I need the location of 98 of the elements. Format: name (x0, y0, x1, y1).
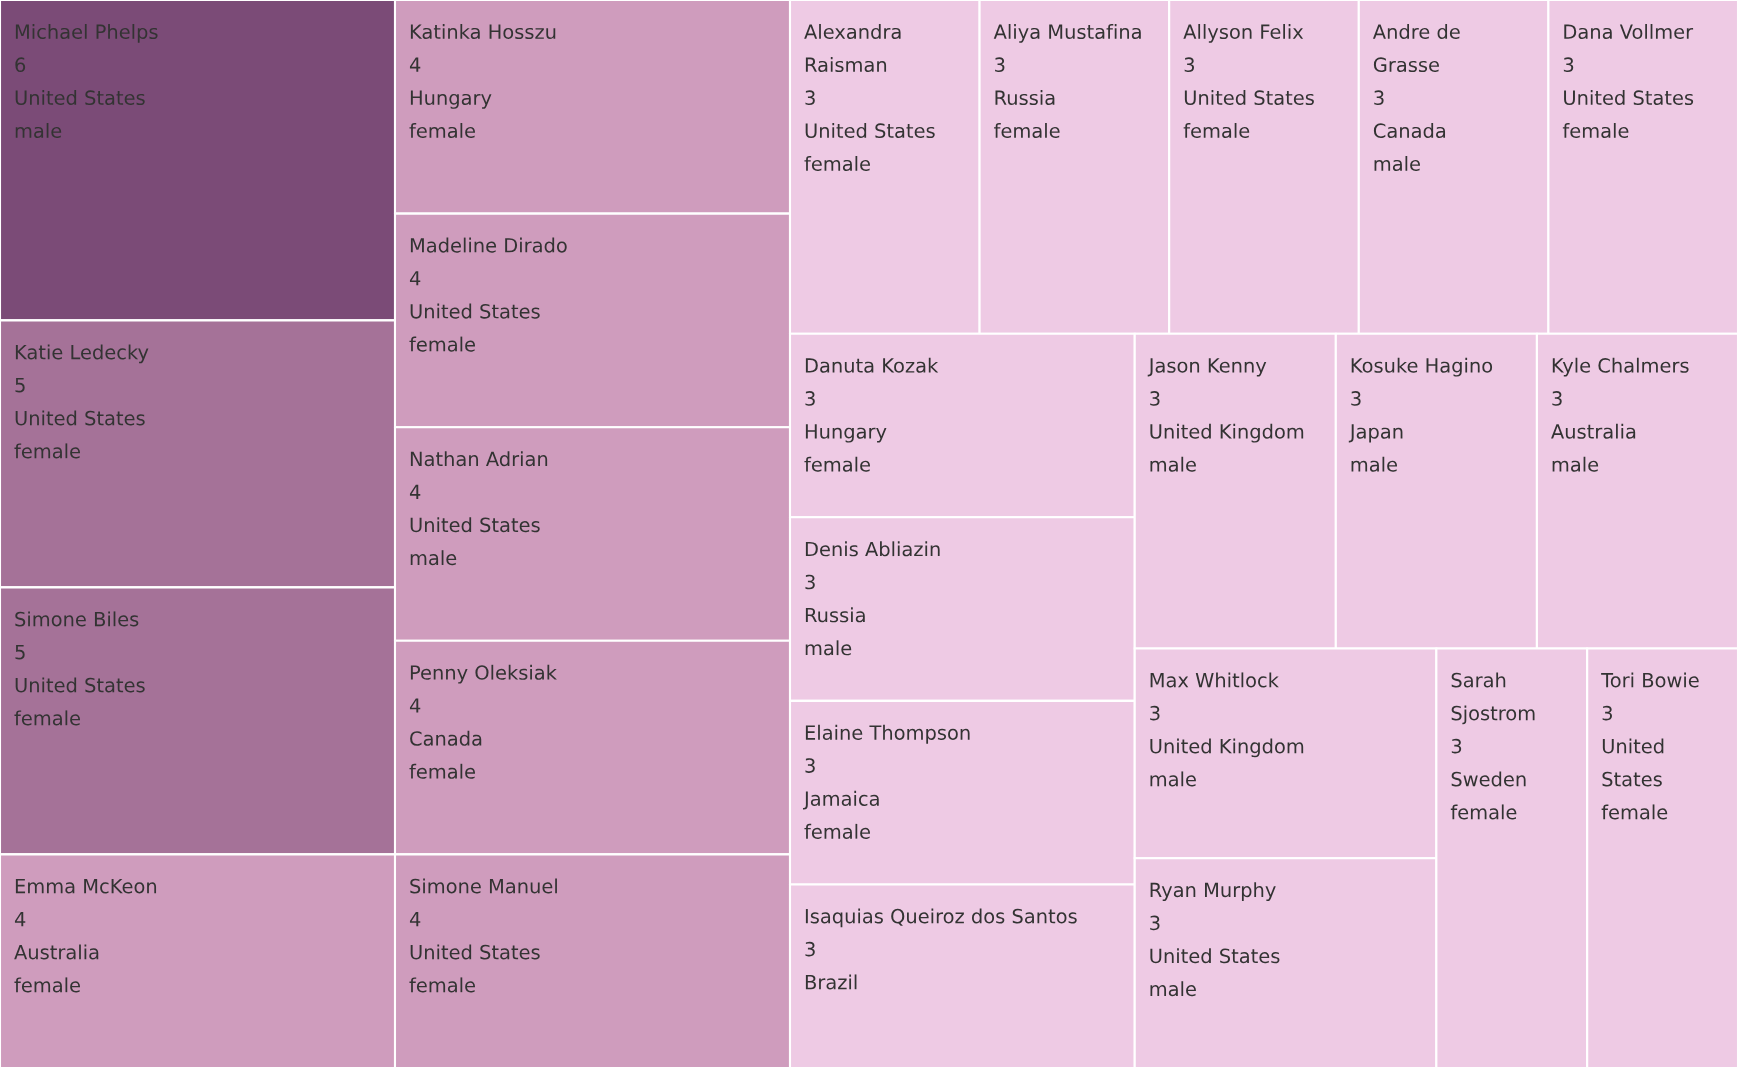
data-label: 3 (805, 758, 815, 773)
data-label: 6 (15, 57, 26, 73)
text: female (409, 763, 475, 779)
text: United States (15, 90, 145, 106)
category-label: Simone Biles (15, 611, 139, 627)
category-label: Aliya Mustafina (993, 24, 1141, 43)
text: United States (410, 517, 540, 533)
text: female (994, 123, 1060, 139)
text: Hungary (410, 90, 492, 109)
text: United States (410, 303, 540, 319)
text: Hungary (805, 424, 887, 443)
category-label: Max Whitlock (1150, 672, 1279, 688)
data-label: 4 (409, 698, 421, 713)
data-label: 5 (15, 378, 25, 393)
data-label: 3 (805, 90, 815, 106)
text: male (410, 550, 457, 566)
data-label: 3 (1184, 57, 1195, 73)
text: male (1552, 456, 1599, 472)
category-label: Sarah Sjostrom (1451, 672, 1535, 725)
data-label: 4 (14, 912, 26, 927)
data-label: 3 (1351, 391, 1361, 406)
category-label: Ryan Murphy (1150, 882, 1276, 902)
text: female (1562, 123, 1629, 139)
text: United States (1150, 948, 1280, 964)
text: female (409, 336, 475, 352)
data-label: 3 (1150, 705, 1160, 721)
data-label: 3 (1552, 391, 1562, 406)
text: Brazil (805, 974, 857, 990)
text: Jamaica (802, 790, 879, 810)
data-label: 3 (1150, 391, 1160, 406)
data-label: 3 (805, 391, 815, 406)
text: Canada (1373, 123, 1446, 139)
data-label: 5 (15, 645, 25, 660)
text: female (14, 977, 80, 993)
text: United Kingdom (1150, 423, 1304, 443)
category-label: Simone Manuel (410, 878, 557, 894)
category-label: Alexandra Raisman (804, 24, 901, 73)
text: male (1351, 456, 1398, 472)
category-label: Isaquias Queiroz dos Santos (805, 908, 1077, 928)
text: female (409, 123, 475, 139)
category-label: Jason Kenny (1147, 358, 1267, 377)
data-label: 4 (409, 912, 421, 927)
text: Russia (805, 607, 865, 623)
text: United States (15, 677, 145, 693)
text: male (1150, 456, 1196, 472)
category-label: Nathan Adrian (410, 451, 548, 467)
text: Russia (995, 90, 1055, 106)
category-label: Kosuke Hagino (1351, 357, 1493, 377)
text: male (1150, 981, 1196, 997)
category-label: Elaine Thompson (805, 724, 970, 744)
category-label: Emma McKeon (15, 879, 157, 894)
category-label: Tori Bowie (1601, 672, 1699, 688)
category-label: Katie Ledecky (15, 344, 149, 364)
text: male (1150, 771, 1196, 787)
data-label: 3 (1602, 705, 1612, 721)
data-label: 3 (1150, 915, 1160, 931)
category-label: Madeline Dirado (410, 237, 567, 253)
category-label: Kyle Chalmers (1552, 357, 1689, 377)
text: male (15, 123, 62, 139)
data-label: 4 (409, 484, 421, 499)
category-label: Katinka Hosszu (410, 24, 556, 40)
data-label: 3 (805, 941, 815, 957)
category-label: Denis Abliazin (805, 541, 940, 557)
text: Sweden (1451, 771, 1526, 787)
text: male (1374, 156, 1420, 172)
text: male (805, 640, 852, 656)
data-label: 3 (805, 574, 815, 590)
data-label: 3 (1374, 90, 1384, 106)
data-label: 4 (409, 57, 421, 72)
text: Japan (1348, 424, 1403, 443)
text: United States (1564, 90, 1694, 106)
text: female (1450, 804, 1517, 820)
text: Australia (1551, 423, 1636, 439)
text: Canada (410, 730, 482, 746)
text: United States (410, 944, 540, 960)
category-label: Allyson Felix (1183, 24, 1304, 43)
category-label: Danuta Kozak (805, 357, 939, 373)
text: female (1183, 123, 1250, 139)
category-label: Dana Vollmer (1564, 24, 1694, 40)
category-label: Andre de Grasse (1372, 24, 1460, 73)
text: female (14, 710, 80, 726)
text: United Kingdom (1150, 738, 1304, 758)
text: Australia (14, 944, 99, 960)
text: female (14, 443, 80, 459)
text: female (409, 977, 475, 993)
data-label: 3 (995, 57, 1005, 73)
data-label: 3 (1451, 738, 1462, 754)
text: female (804, 456, 870, 472)
data-label: 3 (1563, 57, 1574, 73)
text: United States (15, 410, 145, 426)
category-label: Michael Phelps (15, 24, 158, 43)
text: female (804, 156, 870, 172)
text: United States (805, 123, 935, 139)
text: female (1601, 804, 1668, 820)
text: female (804, 823, 870, 839)
category-label: Penny Oleksiak (410, 664, 557, 684)
data-label: 4 (409, 271, 421, 286)
text: United States (1184, 90, 1314, 106)
